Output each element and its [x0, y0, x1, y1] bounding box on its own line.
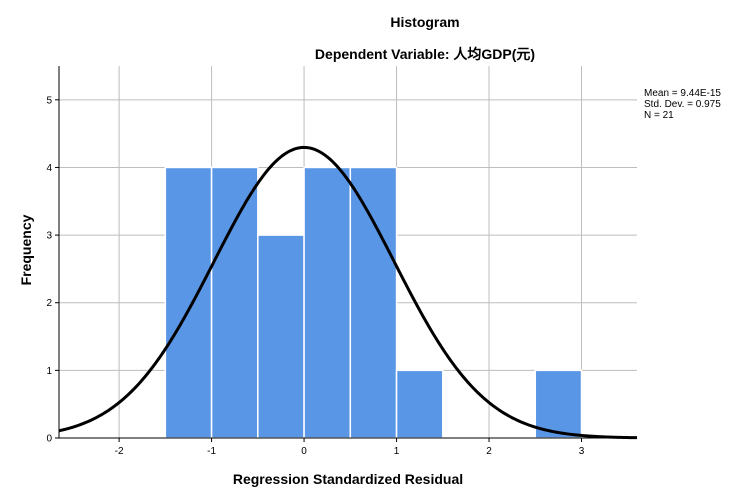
y-tick-label: 2 [46, 298, 52, 309]
normal-curve [58, 145, 638, 440]
stat-mean: Mean = 9.44E-15 [644, 88, 721, 99]
y-tick-label: 1 [46, 366, 52, 377]
axes [55, 66, 637, 442]
x-tick-label: 2 [486, 446, 492, 457]
chart-title: Histogram [390, 14, 459, 30]
y-tick-label: 5 [46, 95, 52, 106]
stat-n: N = 21 [644, 110, 674, 121]
histogram-bar [349, 166, 398, 439]
normal-curve-group [58, 145, 638, 440]
y-axis-label: Frequency [18, 214, 34, 285]
histogram-bar [164, 166, 213, 439]
y-tick-label: 3 [46, 231, 52, 242]
histogram-bar [210, 166, 259, 439]
tick-labels: -2 -1 0 1 2 3 0 1 2 3 4 5 [46, 95, 584, 457]
x-tick-label: 0 [301, 446, 307, 457]
histogram-bar [303, 166, 352, 439]
histogram-bar [395, 369, 444, 439]
stats-box: Mean = 9.44E-15 Std. Dev. = 0.975 N = 21 [644, 88, 721, 121]
x-tick-label: -1 [207, 446, 216, 457]
y-tick-label: 0 [46, 434, 52, 445]
x-tick-label: 3 [579, 446, 585, 457]
x-tick-label: 1 [394, 446, 400, 457]
stat-std-dev: Std. Dev. = 0.975 [644, 99, 721, 110]
chart-subtitle: Dependent Variable: 人均GDP(元) [315, 46, 535, 62]
x-axis-label: Regression Standardized Residual [233, 471, 463, 487]
histogram-bar [534, 369, 583, 439]
y-tick-label: 4 [46, 163, 52, 174]
histogram-bar [257, 234, 305, 439]
x-tick-label: -2 [115, 446, 124, 457]
histogram-bars [164, 166, 583, 439]
